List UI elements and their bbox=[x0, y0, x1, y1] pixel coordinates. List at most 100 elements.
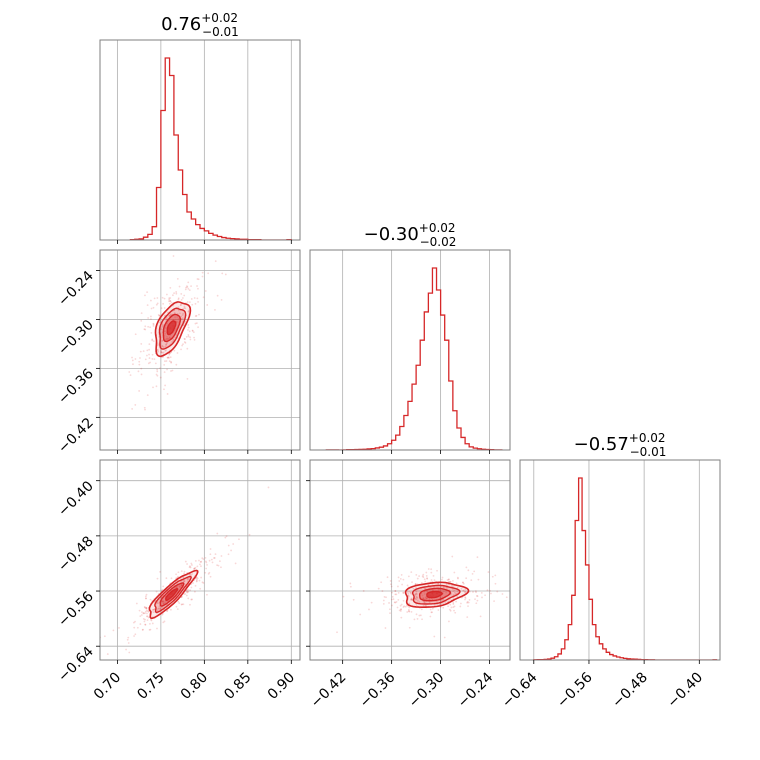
sample-point bbox=[186, 301, 189, 303]
sample-point bbox=[187, 326, 190, 329]
sample-point bbox=[151, 339, 154, 342]
sample-point bbox=[163, 307, 166, 309]
sample-point bbox=[162, 346, 165, 348]
sample-point bbox=[183, 307, 186, 309]
sample-point bbox=[408, 626, 411, 629]
sample-point bbox=[177, 600, 180, 603]
sample-point bbox=[172, 338, 175, 341]
sample-point bbox=[209, 548, 212, 550]
sample-point bbox=[404, 605, 407, 608]
sample-point bbox=[134, 358, 137, 360]
sample-point bbox=[148, 343, 151, 346]
sample-point bbox=[216, 564, 218, 567]
sample-point bbox=[199, 563, 201, 566]
sample-point bbox=[377, 587, 380, 590]
sample-point bbox=[402, 591, 405, 594]
sample-point bbox=[206, 593, 208, 596]
sample-point bbox=[159, 321, 161, 324]
sample-point bbox=[466, 616, 469, 618]
sample-point bbox=[400, 608, 403, 611]
sample-point bbox=[131, 356, 133, 359]
sample-point bbox=[419, 614, 422, 617]
sample-point bbox=[172, 255, 175, 257]
sample-point bbox=[420, 608, 423, 611]
sample-point bbox=[399, 608, 402, 611]
sample-point bbox=[133, 626, 136, 629]
sample-point bbox=[446, 586, 448, 589]
sample-point bbox=[176, 608, 179, 611]
sample-point bbox=[166, 609, 169, 612]
density-content bbox=[310, 460, 510, 660]
sample-point bbox=[156, 627, 158, 630]
sample-point bbox=[153, 608, 156, 611]
sample-point bbox=[414, 597, 417, 600]
sample-point bbox=[146, 612, 148, 615]
sample-point bbox=[451, 555, 454, 558]
sample-point bbox=[415, 590, 418, 593]
sample-point bbox=[416, 577, 419, 580]
sample-point bbox=[186, 347, 189, 350]
sample-point bbox=[210, 219, 212, 221]
sample-point bbox=[433, 579, 436, 582]
sample-point bbox=[189, 565, 191, 567]
sample-point bbox=[470, 579, 473, 581]
sample-point bbox=[177, 297, 180, 300]
sample-point bbox=[165, 360, 168, 362]
sample-point bbox=[463, 590, 466, 593]
sample-point bbox=[169, 356, 172, 359]
sample-point bbox=[139, 357, 141, 359]
sample-point bbox=[156, 609, 159, 612]
sample-point bbox=[180, 584, 183, 587]
sample-point bbox=[164, 349, 167, 352]
sample-point bbox=[410, 598, 413, 601]
sample-point bbox=[155, 373, 158, 376]
sample-point bbox=[208, 559, 211, 562]
sample-point bbox=[183, 580, 186, 582]
sample-point bbox=[425, 598, 428, 600]
sample-point bbox=[433, 603, 436, 606]
sample-point bbox=[161, 339, 164, 342]
sample-point bbox=[407, 575, 410, 578]
sample-point bbox=[204, 560, 207, 563]
sample-point bbox=[408, 606, 411, 609]
sample-point bbox=[181, 314, 184, 317]
sample-point bbox=[183, 580, 186, 583]
sample-point bbox=[193, 567, 196, 570]
sample-point bbox=[146, 354, 148, 357]
sample-point bbox=[173, 349, 176, 352]
sample-point bbox=[152, 608, 155, 611]
sample-point bbox=[465, 577, 468, 580]
sample-point bbox=[177, 306, 180, 309]
sample-point bbox=[156, 368, 159, 371]
sample-point bbox=[189, 603, 191, 606]
sample-point bbox=[187, 333, 190, 336]
sample-point bbox=[391, 604, 393, 607]
sample-point bbox=[430, 579, 433, 581]
sample-point bbox=[408, 590, 411, 593]
sample-point bbox=[457, 577, 459, 580]
sample-point bbox=[202, 582, 205, 584]
sample-point bbox=[391, 591, 393, 594]
sample-point bbox=[139, 615, 142, 618]
sample-point bbox=[180, 303, 182, 306]
sample-point bbox=[422, 597, 425, 600]
sample-point bbox=[182, 580, 185, 583]
panels: 0.76+0.02 −0.01−0.30+0.02 −0.02−0.57+0.02−… bbox=[55, 11, 721, 711]
sample-point bbox=[187, 311, 190, 313]
sample-point bbox=[112, 629, 115, 632]
sample-point bbox=[184, 307, 187, 310]
sample-point bbox=[430, 571, 433, 574]
sample-point bbox=[416, 618, 419, 620]
density-content bbox=[100, 460, 300, 660]
sample-point bbox=[142, 612, 145, 615]
sample-point bbox=[436, 569, 438, 572]
sample-point bbox=[187, 590, 190, 593]
sample-point bbox=[388, 608, 391, 611]
sample-point bbox=[430, 568, 433, 571]
sample-point bbox=[193, 567, 196, 570]
sample-point bbox=[443, 636, 446, 639]
sample-point bbox=[197, 287, 199, 290]
sample-point bbox=[180, 580, 182, 583]
sample-point bbox=[209, 575, 212, 578]
sample-point bbox=[165, 338, 168, 341]
